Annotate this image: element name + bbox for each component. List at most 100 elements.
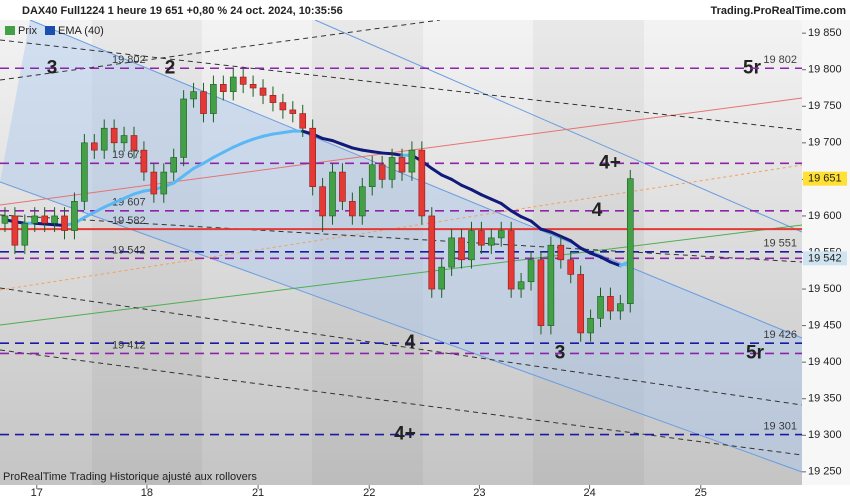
ema-segment [579,246,593,255]
candle-body [90,142,98,151]
candle-body [626,178,634,304]
level-label: 19 802 [763,54,797,66]
chart-title: DAX40 Full1224 1 heure 19 651 +0,80 % 24… [22,5,343,17]
candle-body [358,186,366,217]
ema-segment [221,145,235,154]
x-tick-label: 17 [31,487,43,499]
ema-segment [499,202,513,213]
x-tick-label: 23 [473,487,485,499]
ema-segment [331,139,344,146]
candle-body [130,135,138,151]
ema-segment [370,150,384,155]
candle-body [11,215,19,246]
header [0,0,850,20]
ema-segment [241,137,255,145]
ema-segment [549,230,563,238]
candle-body [438,266,445,290]
ema-segment [559,234,573,243]
candle-body [339,171,346,202]
candle-body [557,244,565,261]
candle-body [279,102,287,111]
candle-body [488,237,495,246]
footnote: ProRealTime Trading Historique ajusté au… [3,471,257,483]
candle-body [1,215,9,224]
y-tick-label: 19 250 [808,466,842,478]
level-tag: 4 [592,200,603,221]
ema-segment [340,142,354,150]
x-tick-label: 18 [141,487,153,499]
candle-body [190,91,197,100]
candle-body [269,95,277,103]
candle-body [71,201,78,231]
level-label: 19 542 [112,244,146,256]
candle-body [51,215,58,224]
y-tick-label: 19 500 [808,283,842,295]
candle-body [220,84,227,92]
price-badge [803,251,847,266]
candle-body [140,149,148,173]
candle-body [368,164,376,187]
candle-body [408,149,416,173]
price-badge-label: 19 542 [808,252,842,264]
y-tick-label: 19 700 [808,137,842,149]
ema-segment [172,174,186,185]
level-label: 19 426 [763,329,797,341]
candle-body [597,296,604,319]
y-tick-label: 19 400 [808,356,842,368]
ema-segment [489,197,503,206]
x-tick-label: 22 [363,487,375,499]
candle-body [567,259,575,275]
candle-body [388,157,396,180]
candle-body [309,127,316,187]
candle-body [120,135,128,144]
ema-segment [122,192,136,200]
level-tag: 4+ [599,152,621,173]
candle-body [210,84,217,114]
ema-segment [519,215,533,223]
y-tick-label: 19 600 [808,210,842,222]
x-tick-label: 24 [583,487,595,499]
candle-body [507,230,515,290]
level-label: 19 301 [763,420,797,432]
candle-body [150,171,158,195]
level-tag: 4 [405,332,416,353]
y-tick-label: 19 850 [808,27,842,39]
candle-body [200,91,207,114]
legend-icon [5,26,15,35]
ema-segment [599,255,612,264]
candle-body [259,87,267,96]
legend-icon [45,26,55,35]
ema-segment [182,166,196,178]
ema-segment [82,210,96,219]
candle-body [110,127,118,144]
candle-body [378,164,386,180]
candle-body [428,215,436,290]
ema-segment [43,222,57,227]
ema-segment [112,196,126,205]
candle-body [170,157,178,173]
ema-segment [469,188,483,197]
ema-segment [271,131,285,136]
ema-segment [450,177,464,187]
candle-body [81,142,88,202]
y-tick-label: 19 300 [808,429,842,441]
level-label: 19 802 [112,54,146,66]
level-tag: 3 [555,342,566,363]
candle-body [180,98,187,158]
candle-body [100,127,108,151]
y-tick-label: 19 350 [808,393,842,405]
legend-label: Prix [18,25,37,37]
ema-segment [390,152,404,157]
ema-segment [509,209,523,219]
candle-body [31,215,39,224]
ema-segment [380,151,394,156]
candle-body [468,230,475,261]
candle-body [239,76,247,85]
trend-lines [0,19,803,473]
channel [0,20,802,472]
x-tick-label: 25 [695,487,707,499]
level-tag: 2 [165,57,176,78]
y-tick-label: 19 750 [808,100,842,112]
ema-segment [211,150,225,159]
level-tag: 5r [746,342,765,363]
